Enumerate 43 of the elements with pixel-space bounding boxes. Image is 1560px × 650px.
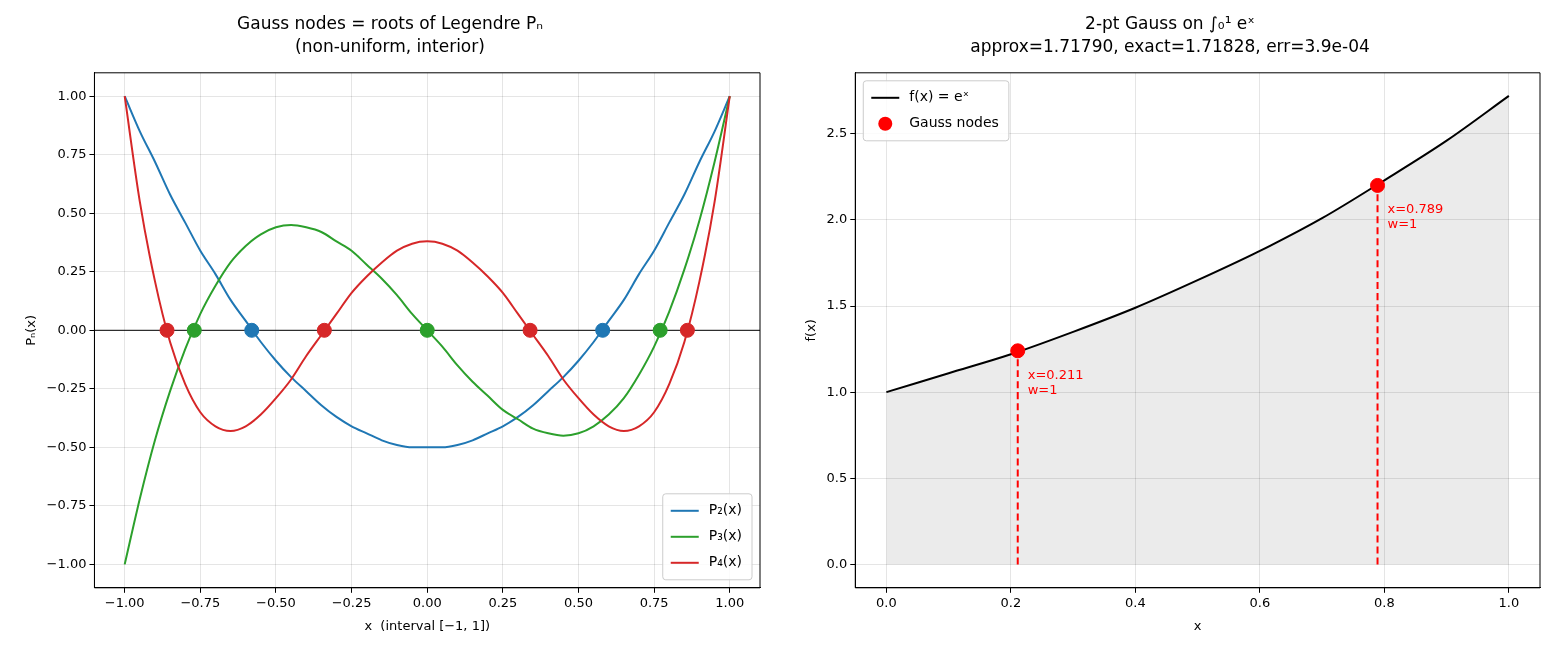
y-tick-label: −0.25 (46, 380, 87, 396)
x-tick-label: 0.8 (1374, 594, 1395, 610)
y-tick-label: 2.5 (826, 125, 848, 141)
y-axis-title: Pₙ(x) (23, 314, 39, 346)
x-tick-label: −0.75 (180, 594, 221, 610)
chart-title: Gauss nodes = roots of Legendre Pₙ (non-uniform, interior) (236, 12, 544, 58)
y-tick-label: 1.0 (826, 383, 848, 399)
annotation: x=0.789 w=1 (1387, 201, 1444, 232)
y-tick-label: 0.50 (57, 204, 87, 220)
x-tick-label: −0.25 (331, 594, 372, 610)
y-tick-label: 0.25 (57, 263, 87, 279)
x-tick-label: 0.75 (639, 594, 669, 610)
x-tick-label: 0.4 (1125, 594, 1146, 610)
y-axis-title: f(x) (803, 319, 819, 342)
y-tick-label: 2.0 (826, 211, 848, 227)
y-tick-label: 1.00 (57, 87, 87, 103)
x-tick-label: 0.2 (1000, 594, 1022, 610)
y-tick-label: 0.75 (57, 146, 87, 162)
x-axis-title: x (1193, 617, 1202, 633)
x-tick-label: 0.25 (488, 594, 518, 610)
legend-label: f(x) = eˣ (909, 88, 969, 105)
legend-label: P₂(x) (708, 501, 742, 518)
legend-label: Gauss nodes (909, 114, 999, 131)
x-tick-label: 0.00 (412, 594, 442, 610)
y-tick-label: −1.00 (46, 555, 87, 571)
x-axis-title: x (interval [−1, 1]) (364, 617, 491, 633)
annotation: x=0.211 w=1 (1027, 366, 1084, 397)
y-tick-label: 0.00 (57, 321, 87, 337)
legend-label: P₃(x) (708, 527, 742, 544)
chart-title: 2-pt Gauss on ∫₀¹ eˣ approx=1.71790, exact=1.71828, err=3.9e-04 (969, 12, 1371, 58)
legend-label: P₄(x) (708, 553, 742, 570)
x-tick-label: 0.50 (564, 594, 593, 610)
x-tick-label: 1.0 (1498, 594, 1520, 610)
x-tick-label: −1.00 (104, 594, 145, 610)
x-tick-label: 0.0 (876, 594, 897, 610)
x-tick-label: −0.50 (256, 594, 296, 610)
y-tick-label: −0.75 (46, 497, 87, 513)
x-tick-label: 1.00 (715, 594, 745, 610)
y-tick-label: −0.50 (46, 438, 87, 454)
y-tick-label: 1.5 (826, 297, 848, 313)
y-tick-label: 0.5 (826, 469, 848, 485)
x-tick-label: 0.6 (1249, 594, 1271, 610)
y-tick-label: 0.0 (826, 555, 848, 571)
